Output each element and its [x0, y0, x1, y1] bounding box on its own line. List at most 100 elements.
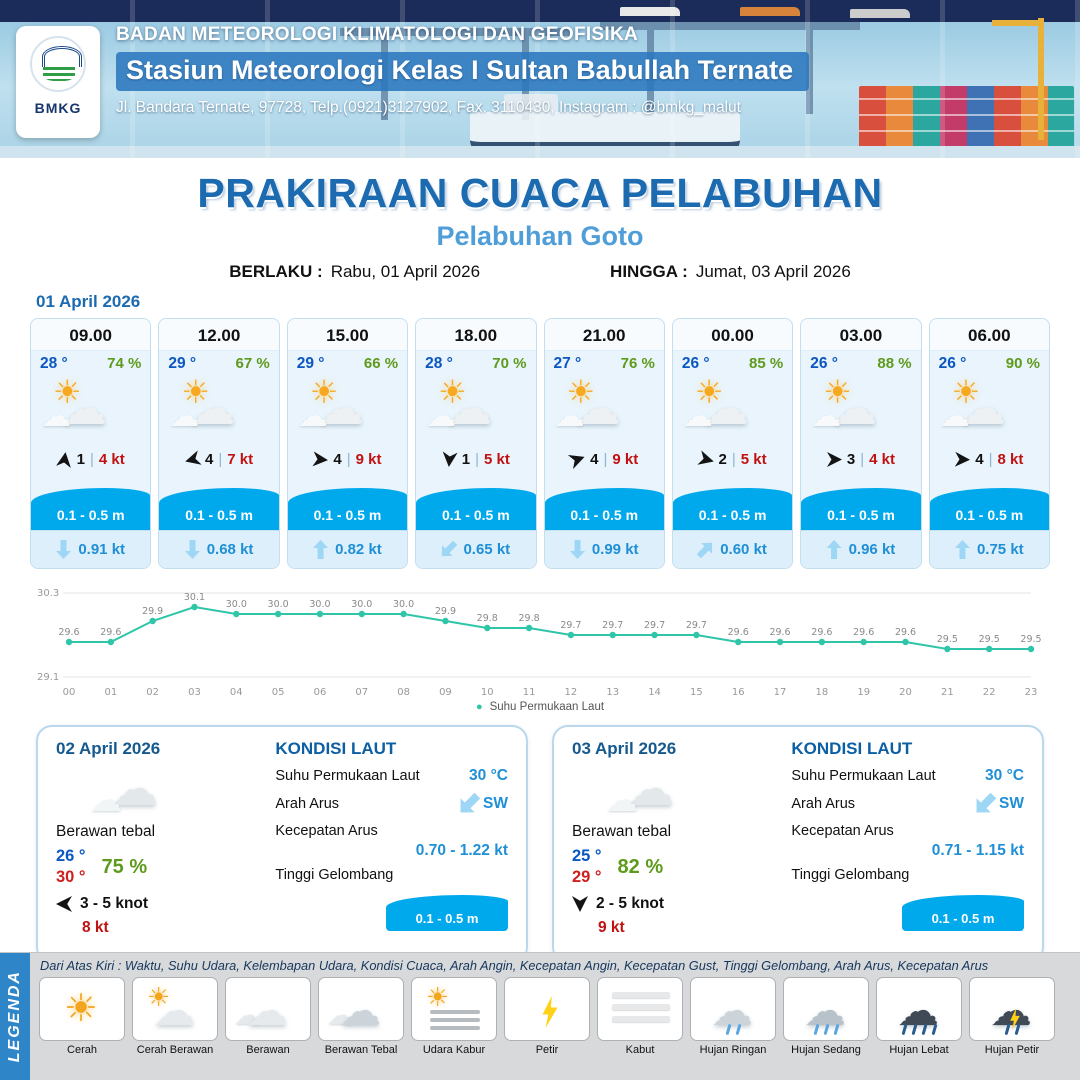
weather-cerah-berawan-icon: ☀ ☁ ☁ — [673, 373, 792, 447]
weather-berawan-tebal-icon: ☁ ☁ — [572, 759, 775, 821]
current-direction-label: Arah Arus — [791, 796, 856, 812]
weather-cerah-berawan-icon: ☀ ☁ ☁ — [545, 373, 664, 447]
legenda-label: LEGENDA — [6, 970, 23, 1063]
wind-speed: 8 kt — [997, 450, 1024, 468]
wave-height: 0.1 - 0.5 m — [415, 911, 479, 926]
harbor-sky-strip — [0, 0, 1080, 22]
svg-text:30.3: 30.3 — [37, 588, 59, 599]
svg-text:29.9: 29.9 — [142, 606, 163, 617]
current-direction-icon — [954, 540, 970, 559]
wind-direction-icon — [183, 450, 201, 468]
yellow-crane-icon — [992, 18, 1044, 140]
sun-icon: ☀ — [823, 374, 852, 410]
hingga-label: HINGGA : — [610, 262, 688, 281]
forecast-time: 15.00 — [287, 319, 408, 351]
wind-value: 4 — [590, 450, 599, 468]
legend-item: ☁ Hujan Sedang — [782, 977, 870, 1056]
cloud-icon: ☁ — [554, 400, 585, 433]
sun-icon: ☀ — [566, 374, 596, 410]
wave-height-band: 0.1 - 0.5 m — [544, 476, 664, 530]
svg-text:07: 07 — [355, 687, 368, 698]
day-condition: Berawan tebal — [56, 823, 156, 840]
current-direction-icon — [185, 540, 200, 559]
svg-text:19: 19 — [857, 687, 870, 698]
chart-legend: ● Suhu Permukaan Laut — [28, 701, 1052, 713]
cloud-icon: ☁ — [446, 382, 493, 434]
air-temperature: 26 ° — [810, 355, 838, 372]
weather-cerah-berawan-icon: ☀ ☁ ☁ — [159, 373, 278, 447]
sst-value: 30 °C — [469, 767, 508, 784]
svg-text:22: 22 — [983, 687, 996, 698]
wind-speed: 9 kt — [355, 450, 382, 468]
udara-kabur-icon: ☀ — [411, 977, 497, 1041]
wind-direction-icon — [441, 451, 457, 467]
svg-text:29.9: 29.9 — [435, 606, 456, 617]
cloud-icon: ☁ — [682, 400, 713, 433]
wind-direction-icon — [827, 452, 842, 467]
sun-icon: ☀ — [181, 374, 211, 410]
wave-height: 0.1 - 0.5 m — [56, 507, 125, 523]
wave-height: 0.1 - 0.5 m — [931, 911, 995, 926]
current-speed: 0.96 kt — [848, 541, 896, 558]
temp-min: 25 ° — [572, 847, 602, 865]
forecast-card: 03.00 26 ° 88 % ☀ ☁ ☁ 3 | 4 kt 0.1 - 0.5 m 0.… — [800, 318, 922, 569]
sun-icon: ☀ — [694, 374, 724, 410]
current-direction-label: Arah Arus — [275, 796, 340, 812]
current-direction-icon — [313, 540, 329, 559]
day-humidity: 82 % — [617, 855, 664, 878]
svg-text:29.5: 29.5 — [937, 634, 958, 645]
svg-text:02: 02 — [146, 687, 159, 698]
wind-direction-icon — [56, 451, 73, 468]
chart-series-name: Suhu Permukaan Laut — [489, 701, 605, 713]
svg-text:29.1: 29.1 — [37, 672, 59, 683]
svg-text:09: 09 — [439, 687, 452, 698]
svg-text:29.7: 29.7 — [560, 620, 581, 631]
forecast-card: 15.00 29 ° 66 % ☀ ☁ ☁ 4 | 9 kt 0.1 - 0.5 m 0.… — [286, 318, 409, 569]
svg-text:30.0: 30.0 — [393, 599, 414, 610]
wind-value: 1 — [461, 450, 471, 468]
agency-name: BADAN METEOROLOGI KLIMATOLOGI DAN GEOFIS… — [116, 24, 639, 45]
wind-speed: 4 kt — [869, 450, 895, 468]
svg-text:18: 18 — [816, 687, 829, 698]
forecast-cards-row: 09.00 28 ° 74 % ☀ ☁ ☁ 1 | 4 kt 0.1 - 0.5 m 0.… — [30, 318, 1050, 569]
weather-cerah-berawan-icon: ☀ ☁ ☁ — [288, 373, 407, 447]
humidity: 74 % — [107, 355, 142, 372]
wave-height-band: 0.1 - 0.5 m — [159, 476, 279, 530]
wave-height: 0.1 - 0.5 m — [698, 507, 767, 523]
hujan-petir-icon: ☁ — [969, 977, 1055, 1041]
legenda-vertical-bar: LEGENDA — [0, 953, 30, 1080]
separator: | — [988, 450, 993, 468]
svg-text:29.6: 29.6 — [100, 627, 121, 638]
berawan-icon: ☁ ☁ — [225, 977, 311, 1041]
header-text: BADAN METEOROLOGI KLIMATOLOGI DAN GEOFIS… — [116, 24, 860, 117]
separator: | — [603, 450, 608, 468]
sea-condition-title: KONDISI LAUT — [791, 739, 913, 758]
svg-text:29.6: 29.6 — [895, 627, 916, 638]
forecast-card: 18.00 28 ° 70 % ☀ ☁ ☁ 1 | 5 kt 0.1 - 0.5 m 0.… — [415, 318, 537, 569]
air-temperature: 28 ° — [40, 355, 68, 372]
wind-value: 4 — [333, 450, 342, 468]
current-speed: 0.68 kt — [206, 541, 254, 558]
legend-item: ☁ Hujan Ringan — [689, 977, 777, 1056]
forecast-card: 21.00 27 ° 76 % ☀ ☁ ☁ 4 | 9 kt 0.1 - 0.5 m 0.… — [543, 318, 665, 569]
sun-icon: ☀ — [309, 374, 339, 410]
svg-text:30.0: 30.0 — [351, 599, 372, 610]
svg-text:08: 08 — [397, 687, 410, 698]
svg-text:29.5: 29.5 — [1020, 634, 1041, 645]
humidity: 90 % — [1005, 355, 1040, 372]
air-temperature: 27 ° — [553, 355, 582, 372]
wind-speed: 5 kt — [740, 450, 767, 468]
svg-text:00: 00 — [63, 687, 76, 698]
svg-text:29.7: 29.7 — [602, 620, 623, 631]
humidity: 70 % — [492, 355, 527, 372]
forecast-time: 12.00 — [159, 319, 279, 351]
cloud-icon: ☁ — [811, 400, 842, 433]
hingga-value: Jumat, 03 April 2026 — [695, 262, 851, 281]
legend-item: Kabut — [596, 977, 684, 1056]
wave-height-label: Tinggi Gelombang — [791, 867, 910, 883]
forecast-time: 03.00 — [801, 319, 921, 351]
wind-direction-icon — [955, 451, 971, 467]
forecast-card: 12.00 29 ° 67 % ☀ ☁ ☁ 4 | 7 kt 0.1 - 0.5 m 0.… — [158, 318, 280, 569]
sst-label: Suhu Permukaan Laut — [791, 768, 936, 784]
wave-height: 0.1 - 0.5 m — [313, 507, 382, 523]
